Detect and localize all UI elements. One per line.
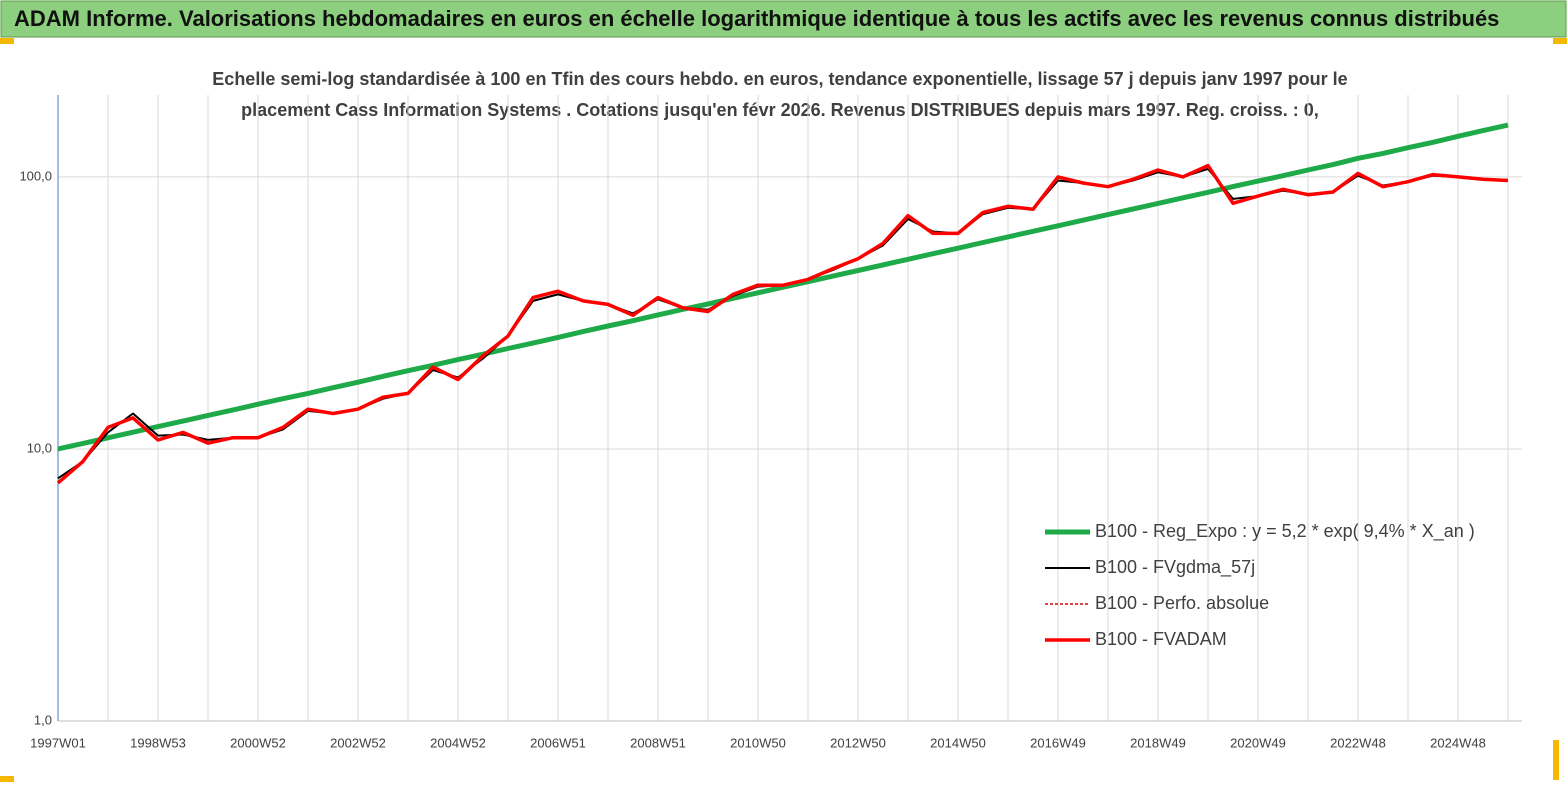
x-tick-label: 2016W49	[1030, 735, 1086, 750]
x-tick-label: 2022W48	[1330, 735, 1386, 750]
legend-label: B100 - Perfo. absolue	[1095, 593, 1269, 613]
x-tick-label: 2008W51	[630, 735, 686, 750]
chart-title: ADAM Informe. Valorisations hebdomadaire…	[14, 6, 1499, 31]
x-tick-label: 2018W49	[1130, 735, 1186, 750]
x-tick-label: 2024W48	[1430, 735, 1486, 750]
legend-label: B100 - Reg_Expo : y = 5,2 * exp( 9,4% * …	[1095, 521, 1475, 542]
y-tick-label: 10,0	[27, 440, 52, 455]
corner-mark	[0, 776, 14, 782]
series-line	[57, 122, 1509, 452]
corner-mark	[1553, 740, 1559, 780]
header-bar	[0, 0, 1567, 38]
corner-mark	[1553, 38, 1567, 44]
corner-mark	[0, 38, 14, 44]
chart-subtitle: placement Cass Information Systems . Cot…	[241, 100, 1319, 120]
legend-label: B100 - FVADAM	[1095, 629, 1227, 649]
x-tick-label: 2010W50	[730, 735, 786, 750]
x-tick-label: 2002W52	[330, 735, 386, 750]
x-tick-label: 2012W50	[830, 735, 886, 750]
x-tick-label: 2004W52	[430, 735, 486, 750]
x-tick-label: 2020W49	[1230, 735, 1286, 750]
x-tick-label: 2006W51	[530, 735, 586, 750]
x-tick-label: 1998W53	[130, 735, 186, 750]
x-tick-label: 2000W52	[230, 735, 286, 750]
x-tick-label: 1997W01	[30, 735, 86, 750]
legend-label: B100 - FVgdma_57j	[1095, 557, 1255, 578]
series-line	[56, 163, 1509, 485]
x-tick-label: 2014W50	[930, 735, 986, 750]
chart-subtitle: Echelle semi-log standardisée à 100 en T…	[212, 69, 1347, 89]
y-tick-label: 1,0	[34, 712, 52, 727]
y-tick-label: 100,0	[19, 168, 52, 183]
